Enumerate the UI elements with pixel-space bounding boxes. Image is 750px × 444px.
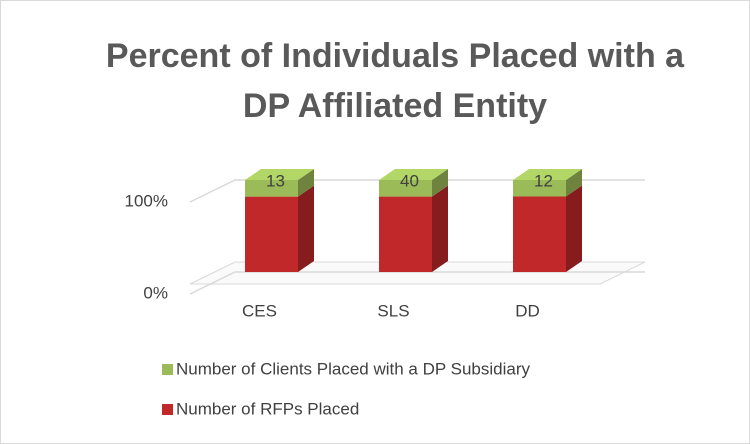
bar-segment [379,185,448,272]
legend-swatch [162,364,173,375]
x-tick-label: DD [515,301,540,320]
grid-line [189,271,645,295]
bar-front [513,180,566,197]
bar-segment [379,169,448,197]
bar-side [298,169,314,197]
x-tick-label: CES [242,301,277,320]
legend-label: Number of RFPs Placed [176,399,359,418]
bar-segment [245,185,314,272]
chart-title: Percent of Individuals Placed with a DP A… [106,37,685,125]
bar-front [245,180,298,197]
y-tick-label: 100% [125,191,168,210]
bar-front [245,196,298,272]
bar-front [379,196,432,272]
data-label: 40 [400,171,419,190]
data-label: 12 [534,171,553,190]
legend-label: Number of Clients Placed with a DP Subsi… [176,359,531,378]
grid-line [189,179,645,203]
bar-segment [245,169,314,197]
bar-top [379,169,448,180]
y-tick-label: 0% [143,283,168,302]
bar-side [432,169,448,197]
bar-segment [513,169,582,197]
bar-front [379,180,432,197]
data-label: 13 [266,171,285,190]
bar-side [566,169,582,197]
legend-swatch [162,404,173,415]
bar-side [566,185,582,272]
bar-front [513,196,566,272]
bar-side [432,185,448,272]
bar-side [298,185,314,272]
bar-segment [513,185,582,272]
bar-top [513,169,582,180]
bar-top [245,169,314,180]
x-tick-label: SLS [377,301,409,320]
